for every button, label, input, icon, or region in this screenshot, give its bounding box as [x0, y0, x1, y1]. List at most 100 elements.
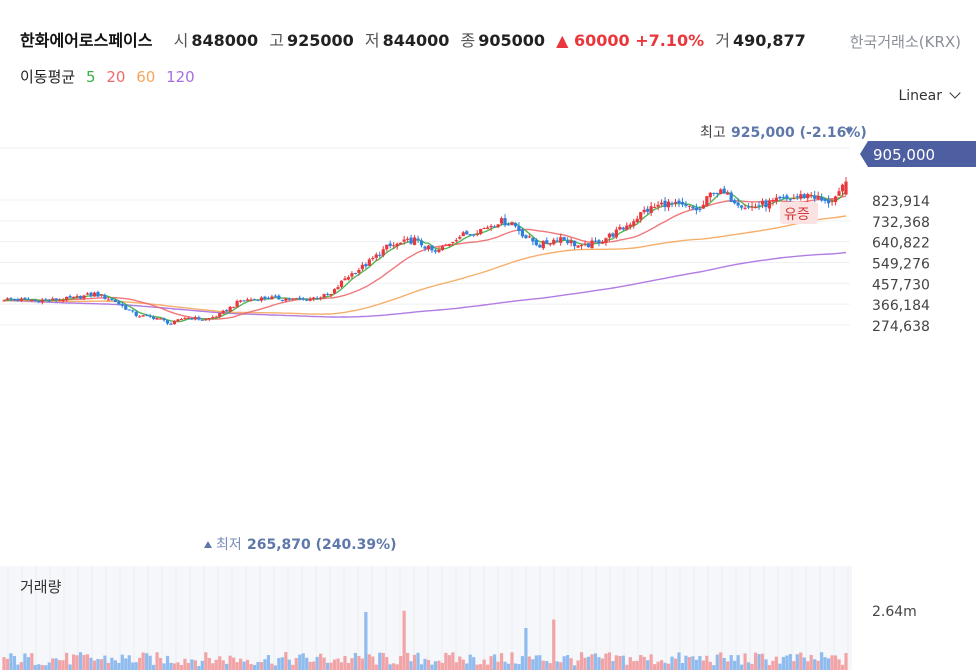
volume-bar — [305, 657, 309, 670]
volume-bar — [719, 652, 723, 670]
annotation-text: 유증 — [784, 207, 810, 223]
candle-body — [548, 243, 552, 245]
annotation-badge[interactable] — [780, 202, 818, 224]
candle-body — [733, 200, 737, 204]
volume-bar — [200, 660, 204, 670]
candle-body — [503, 218, 507, 226]
candle-body — [343, 278, 347, 281]
volume-bar — [767, 665, 772, 670]
volume-bar — [788, 654, 792, 670]
volume-bar — [357, 655, 361, 670]
candle-body — [134, 311, 138, 316]
volume-bar — [113, 660, 117, 670]
candle-body — [694, 207, 698, 211]
candle-body — [579, 245, 584, 247]
candle-body — [433, 250, 438, 252]
change-value: ▲ 60000 +7.10% — [556, 31, 705, 50]
volume-bar — [569, 658, 573, 670]
candle-body — [586, 243, 591, 248]
candle-body — [642, 209, 646, 213]
high-value: 925000 — [286, 31, 354, 50]
candle-body — [555, 240, 559, 242]
candle-body — [625, 225, 629, 230]
volume-bar — [513, 663, 518, 670]
volume-bar — [284, 652, 288, 670]
candle-body — [486, 227, 490, 229]
ma-60-label[interactable]: 60 — [136, 68, 156, 86]
volume-bar — [545, 661, 549, 670]
volume-bar — [19, 662, 23, 670]
volume-bar — [23, 653, 27, 670]
volume-bar — [141, 652, 145, 670]
volume-bar — [388, 664, 392, 670]
candle-body — [350, 273, 354, 277]
volume-bar — [346, 663, 351, 670]
volume-label: 거 — [715, 31, 730, 50]
volume-bar — [653, 664, 657, 670]
candle-body — [225, 310, 229, 312]
volume-bar — [534, 655, 538, 670]
volume-bar — [461, 659, 465, 670]
candle-body — [639, 212, 643, 220]
volume-bar — [9, 653, 13, 670]
volume-bar — [287, 659, 291, 670]
close-value: 905000 — [478, 31, 545, 50]
candle-body — [552, 239, 556, 245]
candle-body — [113, 299, 117, 302]
candle-body — [235, 301, 239, 307]
volume-bar — [468, 654, 472, 670]
volume-bar — [426, 659, 431, 670]
volume-bar — [701, 660, 705, 670]
volume-bar — [367, 654, 371, 670]
candle-body — [440, 246, 444, 251]
candle-body — [729, 192, 733, 202]
candle-body — [534, 240, 538, 246]
volume-bar — [54, 658, 58, 670]
volume-bar — [778, 663, 782, 670]
candle-body — [506, 224, 511, 226]
candle-body — [423, 246, 427, 249]
candle-body — [211, 317, 215, 319]
volume-bar — [245, 659, 250, 670]
candle-body — [806, 194, 810, 199]
scale-dropdown[interactable]: Linear — [898, 87, 961, 104]
volume-bar — [579, 652, 584, 670]
volume-bar — [736, 655, 740, 670]
candle-body — [465, 231, 469, 235]
volume-bar — [169, 662, 173, 670]
candle-body — [778, 196, 782, 199]
volume-bar — [162, 663, 166, 670]
ma-120-label[interactable]: 120 — [166, 68, 195, 86]
scale-dropdown-value: Linear — [898, 88, 942, 104]
candle-body — [472, 234, 476, 236]
candle-body — [531, 237, 535, 242]
candle-body — [110, 298, 114, 300]
volume-bar — [649, 654, 653, 670]
candle-body — [823, 198, 827, 201]
ma-20-label[interactable]: 20 — [106, 68, 126, 86]
candle-body — [827, 199, 831, 204]
candle-body — [301, 298, 305, 300]
candle-body — [273, 295, 277, 297]
candle-body — [89, 292, 93, 296]
candle-body — [319, 297, 323, 300]
candle-body — [451, 241, 455, 243]
ma-5-label[interactable]: 5 — [85, 68, 96, 86]
candle-body — [103, 294, 107, 299]
candle-body — [58, 299, 62, 301]
candle-body — [26, 298, 30, 300]
volume-bar — [486, 664, 490, 670]
volume-bar — [712, 665, 716, 670]
candle-body — [618, 227, 622, 230]
volume-bar — [155, 652, 159, 670]
volume-bar — [604, 653, 608, 670]
candle-body — [238, 300, 243, 302]
candle-body — [131, 310, 135, 312]
candle-body — [148, 315, 152, 317]
volume-bar — [552, 619, 556, 670]
candle-body — [520, 229, 525, 237]
volume-bar — [618, 655, 622, 670]
candle-body — [5, 298, 10, 300]
candle-body — [124, 305, 128, 310]
